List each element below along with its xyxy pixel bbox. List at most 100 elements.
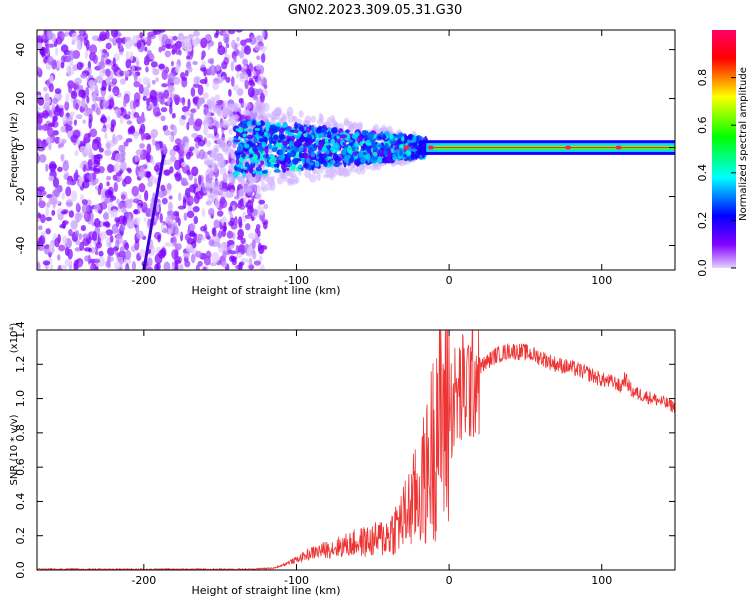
- band-blob: [342, 148, 347, 156]
- noise-blob: [187, 33, 194, 40]
- noise-blob: [111, 208, 118, 218]
- band-blob: [233, 165, 238, 171]
- noise-blob: [200, 225, 207, 232]
- noise-blob: [178, 192, 182, 202]
- noise-blob: [180, 143, 185, 152]
- noise-blob: [240, 237, 246, 245]
- noise-blob: [174, 173, 178, 178]
- band-blob: [294, 121, 298, 130]
- noise-blob: [45, 228, 51, 235]
- noise-blob: [152, 136, 156, 146]
- noise-blob: [101, 79, 107, 91]
- noise-blob: [249, 206, 254, 214]
- noise-blob: [245, 223, 251, 231]
- noise-blob: [115, 218, 120, 228]
- x-tick-label: -100: [284, 274, 309, 287]
- noise-blob: [197, 98, 203, 107]
- noise-blob: [64, 101, 70, 111]
- noise-blob: [105, 142, 111, 150]
- figure-title: GN02.2023.309.05.31.G30: [288, 3, 463, 18]
- noise-blob: [193, 215, 199, 225]
- band-blob: [290, 129, 295, 133]
- band-blob: [244, 155, 250, 160]
- noise-blob: [171, 249, 178, 260]
- band-blob: [282, 140, 289, 146]
- noise-blob: [139, 154, 144, 161]
- noise-blob: [112, 86, 119, 94]
- noise-blob: [122, 215, 128, 226]
- y-tick-label: 0.0: [14, 561, 27, 579]
- band-blob: [233, 139, 241, 143]
- band-blob: [296, 139, 302, 148]
- band-blob: [407, 133, 415, 141]
- band-blob: [232, 170, 239, 178]
- noise-blob: [119, 78, 124, 85]
- noise-blob: [200, 55, 205, 61]
- halo-blob: [202, 92, 209, 99]
- noise-blob: [47, 175, 55, 181]
- halo-blob: [205, 178, 210, 187]
- noise-blob: [112, 37, 118, 46]
- noise-blob: [45, 206, 49, 217]
- noise-blob: [116, 198, 120, 205]
- noise-blob: [79, 175, 83, 187]
- noise-blob: [163, 129, 171, 136]
- noise-blob: [260, 53, 266, 64]
- y-tick-label: -20: [14, 188, 27, 206]
- band-blob: [258, 164, 262, 168]
- noise-blob: [68, 210, 75, 218]
- noise-blob: [245, 74, 249, 80]
- y-tick-label: 0.6: [14, 458, 27, 476]
- noise-blob: [123, 141, 129, 147]
- noise-blob: [112, 133, 116, 144]
- noise-blob: [155, 143, 161, 152]
- band-blob: [365, 139, 371, 146]
- noise-blob: [97, 256, 106, 267]
- noise-blob: [135, 60, 140, 67]
- noise-blob: [119, 246, 125, 253]
- noise-blob: [149, 54, 155, 60]
- noise-blob: [88, 166, 94, 171]
- halo-blob: [263, 102, 270, 112]
- band-blob: [343, 155, 349, 164]
- noise-blob: [251, 239, 256, 250]
- band-blob: [275, 142, 283, 149]
- noise-blob: [119, 51, 124, 56]
- x-tick-label: -100: [284, 574, 309, 587]
- band-blob: [327, 156, 332, 160]
- noise-blob: [146, 143, 152, 155]
- noise-blob: [146, 257, 153, 267]
- y-axis-label: Frequency (Hz): [9, 112, 20, 188]
- noise-blob: [221, 260, 228, 268]
- noise-blob: [95, 75, 104, 84]
- noise-blob: [228, 89, 232, 97]
- noise-blob: [166, 210, 172, 216]
- halo-blob: [304, 168, 312, 179]
- noise-blob: [75, 114, 83, 120]
- noise-blob: [202, 236, 206, 242]
- noise-blob: [80, 225, 87, 232]
- streak-line: [142, 154, 166, 270]
- noise-blob: [60, 153, 64, 162]
- band-blob: [322, 127, 326, 134]
- noise-blob: [74, 77, 83, 85]
- noise-blob: [157, 234, 162, 243]
- band-blob: [240, 164, 244, 169]
- noise-blob: [76, 39, 82, 50]
- noise-blob: [92, 54, 98, 64]
- noise-blob: [68, 84, 72, 94]
- band-blob: [325, 145, 332, 150]
- band-blob: [265, 153, 269, 159]
- noise-blob: [60, 44, 69, 53]
- noise-blob: [94, 250, 99, 256]
- noise-blob: [150, 61, 158, 68]
- noise-blob: [155, 111, 162, 116]
- noise-blob: [85, 87, 90, 98]
- noise-blob: [114, 152, 123, 163]
- colorbar-tick-label: 0.4: [696, 164, 709, 182]
- noise-blob: [38, 196, 42, 204]
- y-multiplier: (x10⁴): [9, 323, 20, 354]
- noise-blob: [127, 168, 132, 174]
- noise-blob: [105, 42, 112, 50]
- noise-blob: [204, 76, 208, 85]
